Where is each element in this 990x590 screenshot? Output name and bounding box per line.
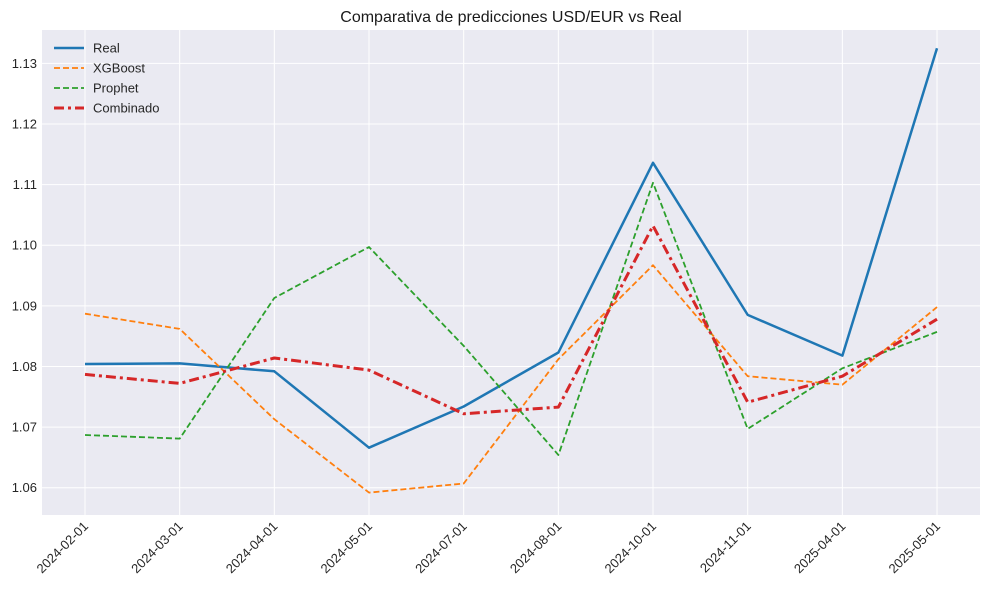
series-lines (84, 47, 939, 494)
y-tick-label: 1.07 (12, 420, 37, 435)
y-tick-label: 1.13 (12, 56, 37, 71)
x-tick-label: 2024-07-01 (412, 519, 470, 577)
y-tick-label: 1.08 (12, 359, 37, 374)
legend-label: Real (93, 41, 120, 56)
plot-area (42, 30, 980, 515)
x-gridlines (84, 30, 938, 515)
y-tick-label: 1.06 (12, 480, 37, 495)
x-tick-label: 2024-04-01 (223, 519, 281, 577)
x-tick-label: 2024-11-01 (697, 519, 754, 576)
x-tick-label: 2025-04-01 (791, 519, 849, 577)
series-line-prophet (84, 181, 938, 456)
y-tick-label: 1.10 (12, 238, 37, 253)
legend: Real XGBoost Prophet Combinado (54, 41, 160, 116)
legend-label: XGBoost (93, 61, 145, 76)
x-tick-label: 2024-08-01 (507, 519, 565, 577)
y-tick-label: 1.11 (13, 177, 37, 192)
legend-label: Combinado (93, 101, 160, 116)
x-tick-label: 2025-05-01 (886, 519, 944, 577)
y-tick-label: 1.12 (12, 116, 37, 131)
x-tick-label: 2024-10-01 (602, 519, 660, 577)
y-tick-label: 1.09 (12, 298, 37, 313)
y-gridlines (42, 62, 980, 489)
x-tick-label: 2024-05-01 (318, 519, 376, 577)
legend-label: Prophet (93, 81, 139, 96)
y-axis-ticks: 1.06 1.07 1.08 1.09 1.10 1.11 1.12 1.13 (12, 56, 37, 495)
x-axis-ticks: 2024-02-01 2024-03-01 2024-04-01 2024-05-01… (33, 519, 943, 577)
chart-title: Comparativa de predicciones USD/EUR vs R… (340, 9, 681, 26)
x-tick-label: 2024-02-01 (33, 519, 91, 577)
x-tick-label: 2024-03-01 (128, 519, 186, 577)
